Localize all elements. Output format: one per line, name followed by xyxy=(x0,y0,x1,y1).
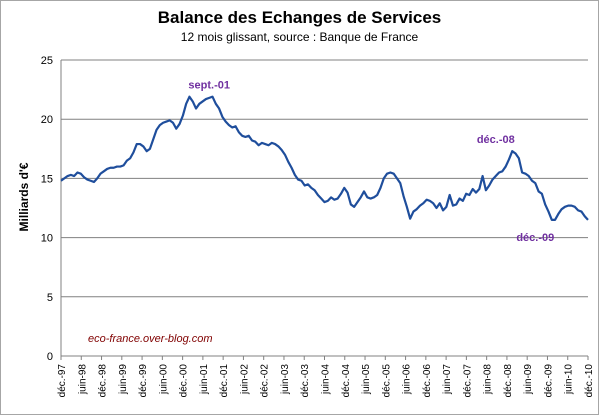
x-tick-label-23: juin-09 xyxy=(523,364,534,395)
x-tick-label-9: juin-02 xyxy=(239,364,250,395)
x-tick-label-0: déc.-97 xyxy=(57,364,68,398)
x-tick-label-6: déc.-00 xyxy=(179,364,190,398)
x-tick-label-10: déc.-02 xyxy=(260,364,271,398)
series-line xyxy=(60,95,589,221)
x-tick-label-2: déc.-98 xyxy=(98,364,109,398)
x-tick-label-16: déc.-05 xyxy=(381,364,392,398)
x-tick-label-5: juin-00 xyxy=(158,364,169,395)
x-tick-label-25: juin-10 xyxy=(564,364,575,395)
x-tick-label-21: juin-08 xyxy=(483,364,494,395)
x-tick-label-18: déc.-06 xyxy=(422,364,433,398)
annotation-label-2: déc.-09 xyxy=(516,232,554,244)
watermark-text: eco-france.over-blog.com xyxy=(88,333,213,345)
x-tick-label-22: déc.-08 xyxy=(503,364,514,398)
y-tick-label-5: 25 xyxy=(41,55,53,67)
y-tick-label-3: 15 xyxy=(41,173,53,185)
y-tick-label-2: 10 xyxy=(41,233,53,245)
x-tick-label-13: juin-04 xyxy=(321,364,332,395)
y-tick-label-1: 5 xyxy=(47,292,53,304)
x-tick-label-1: juin-98 xyxy=(77,364,88,395)
annotation-label-0: sept.-01 xyxy=(188,80,230,92)
x-tick-label-12: déc.-03 xyxy=(300,364,311,398)
chart-title: Balance des Echanges de Services xyxy=(157,8,442,27)
x-tick-label-3: juin-99 xyxy=(118,364,129,395)
y-tick-label-4: 20 xyxy=(41,114,53,126)
x-tick-label-8: déc.-01 xyxy=(219,364,230,398)
chart-subtitle: 12 mois glissant, source : Banque de Fra… xyxy=(180,30,419,44)
x-tick-label-7: juin-01 xyxy=(199,364,210,395)
x-tick-label-14: déc.-04 xyxy=(341,364,352,398)
x-tick-label-11: juin-03 xyxy=(280,364,291,395)
x-tick-label-24: déc.-09 xyxy=(543,364,554,398)
x-tick-label-19: juin-07 xyxy=(442,364,453,395)
x-tick-label-17: juin-06 xyxy=(402,364,413,395)
annotation-label-1: déc.-08 xyxy=(477,134,515,146)
x-tick-label-26: déc.-10 xyxy=(584,364,595,398)
x-tick-label-15: juin-05 xyxy=(361,364,372,395)
y-tick-label-0: 0 xyxy=(47,351,53,363)
x-tick-label-20: déc.-07 xyxy=(462,364,473,398)
x-tick-label-4: déc.-99 xyxy=(138,364,149,398)
